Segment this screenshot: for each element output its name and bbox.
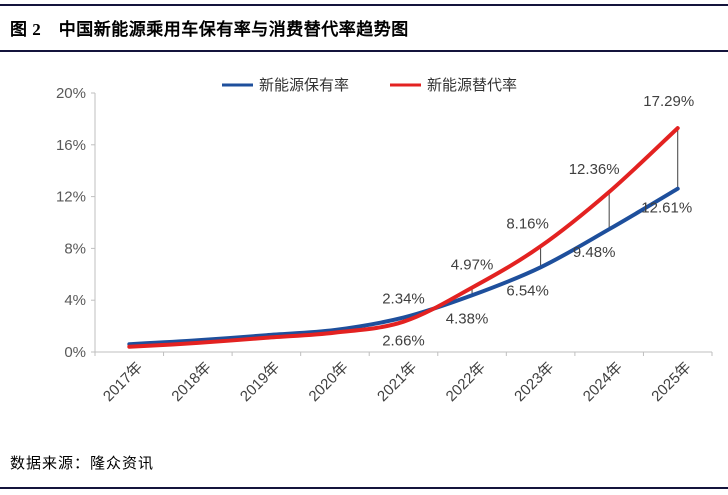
ownership-data-label: 4.38% (446, 310, 489, 327)
figure-header: 图 2 中国新能源乘用车保有率与消费替代率趋势图 (0, 4, 728, 52)
y-tick-label: 8% (64, 240, 86, 257)
data-source: 数据来源：隆众资讯 (10, 456, 155, 472)
x-tick-label: 2018年 (168, 359, 214, 405)
legend: 新能源保有率 新能源替代率 (222, 77, 517, 94)
figure-title: 图 2 中国新能源乘用车保有率与消费替代率趋势图 (10, 20, 409, 39)
legend-label-replacement: 新能源替代率 (427, 77, 517, 94)
x-tick-label: 2024年 (580, 359, 626, 405)
y-tick-label: 12% (56, 189, 86, 206)
figure-frame: 图 2 中国新能源乘用车保有率与消费替代率趋势图 新能源保有率 新能源替代率 0… (0, 4, 728, 495)
x-tick-label: 2020年 (306, 359, 352, 405)
y-tick-label: 16% (56, 137, 86, 154)
plot: 0% 4% 8% 12% 16% 20% 2017年 2018年 2019年 2020年 2021年… (56, 85, 713, 405)
y-tick-label: 20% (56, 85, 86, 102)
replacement-data-label: 4.97% (451, 257, 494, 274)
x-tick-label: 2022年 (443, 359, 489, 405)
replacement-data-label: 17.29% (643, 93, 694, 110)
x-tick-label: 2019年 (237, 359, 283, 405)
chart-svg: 新能源保有率 新能源替代率 0% 4% 8% 12% 16% 20% 2017年 2018年 2… (56, 77, 713, 405)
replacement-data-label: 12.36% (569, 161, 620, 178)
replacement-line (127, 126, 680, 349)
chart-area: 新能源保有率 新能源替代率 0% 4% 8% 12% 16% 20% 2017年 2018年 2… (0, 52, 728, 430)
bottom-rule (0, 487, 728, 489)
x-tick-label: 2021年 (374, 359, 420, 405)
y-tick-label: 0% (64, 344, 86, 361)
ownership-data-label: 9.48% (573, 244, 616, 261)
x-tick-label: 2025年 (648, 359, 694, 405)
y-tick-label: 4% (64, 292, 86, 309)
x-tick-label: 2017年 (100, 359, 146, 405)
ownership-data-label: 2.66% (382, 333, 425, 350)
legend-label-ownership: 新能源保有率 (259, 77, 349, 94)
ownership-data-label: 12.61% (641, 200, 692, 217)
ownership-data-label: 6.54% (506, 282, 549, 299)
ownership-line (127, 186, 680, 347)
replacement-data-label: 8.16% (506, 215, 549, 232)
replacement-data-label: 2.34% (382, 291, 425, 308)
x-tick-label: 2023年 (511, 359, 557, 405)
